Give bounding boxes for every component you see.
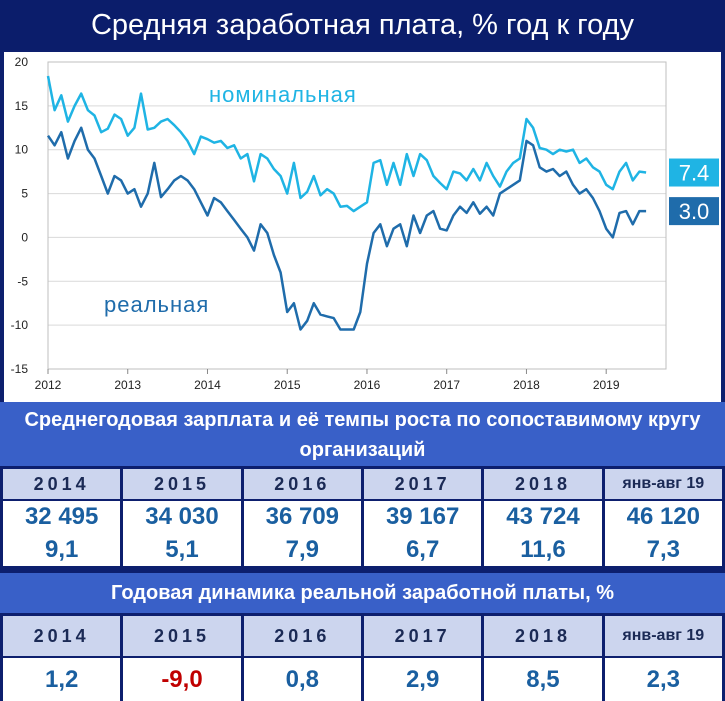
y-tick-label: 10 bbox=[15, 143, 29, 157]
table1-growth: 9,1 bbox=[3, 533, 121, 566]
table2-year: 2016 bbox=[243, 616, 361, 656]
table1-amount: 34 030 bbox=[123, 501, 241, 533]
table1-header: Среднегодовая зарплата и её темпы роста … bbox=[0, 402, 725, 466]
y-tick-label: -15 bbox=[11, 362, 29, 376]
y-tick-label: -5 bbox=[17, 274, 28, 288]
table1-growth-row: 9,1 5,1 7,9 6,7 11,6 7,3 bbox=[0, 533, 725, 566]
table2-value-negative: -9,0 bbox=[123, 658, 241, 701]
table1-growth: 7,9 bbox=[243, 533, 361, 566]
table1-amounts-row: 32 495 34 030 36 709 39 167 43 724 46 12… bbox=[0, 501, 725, 533]
table2-value: 8,5 bbox=[484, 658, 602, 701]
x-tick-label: 2016 bbox=[354, 378, 381, 392]
table2-value: 0,8 bbox=[243, 658, 361, 701]
table1-growth: 6,7 bbox=[363, 533, 482, 566]
x-tick-label: 2019 bbox=[593, 378, 620, 392]
table1-amount: 43 724 bbox=[484, 501, 602, 533]
table2-year: 2017 bbox=[363, 616, 482, 656]
table1-growth: 11,6 bbox=[484, 533, 602, 566]
table1-year: янв-авг 19 bbox=[604, 469, 722, 499]
table1-amount: 46 120 bbox=[604, 501, 722, 533]
x-tick-label: 2017 bbox=[433, 378, 460, 392]
page-title: Средняя заработная плата, % год к году bbox=[0, 0, 725, 50]
table2-year: 2014 bbox=[3, 616, 121, 656]
real-series-label: реальная bbox=[104, 292, 209, 317]
x-tick-label: 2014 bbox=[194, 378, 221, 392]
nominal-series-label: номинальная bbox=[209, 82, 357, 107]
x-tick-label: 2015 bbox=[274, 378, 301, 392]
y-tick-label: 15 bbox=[15, 99, 29, 113]
table1-amount: 36 709 bbox=[243, 501, 361, 533]
table1-years-row: 2014 2015 2016 2017 2018 янв-авг 19 bbox=[0, 469, 725, 499]
table1-amount: 39 167 bbox=[363, 501, 482, 533]
table2-years-row: 2014 2015 2016 2017 2018 янв-авг 19 bbox=[0, 616, 725, 656]
nominal-end-label-box bbox=[669, 158, 719, 187]
table1-amount: 32 495 bbox=[3, 501, 121, 533]
table2-year: 2015 bbox=[123, 616, 241, 656]
table2-year: 2018 bbox=[484, 616, 602, 656]
table2-values-row: 1,2 -9,0 0,8 2,9 8,5 2,3 bbox=[0, 658, 725, 701]
table1-year: 2018 bbox=[484, 469, 602, 499]
table1-year: 2017 bbox=[363, 469, 482, 499]
table1-year: 2016 bbox=[243, 469, 361, 499]
wage-growth-chart: 20 15 10 5 0 -5 -10 -15 2012 2013 2014 2015 2016 2017… bbox=[4, 52, 721, 402]
table1-growth: 7,3 bbox=[604, 533, 722, 566]
table2-value: 2,9 bbox=[363, 658, 482, 701]
y-tick-label: 20 bbox=[15, 55, 29, 69]
table1-year: 2015 bbox=[123, 469, 241, 499]
nominal-series-line bbox=[46, 75, 647, 213]
y-tick-label: 0 bbox=[21, 230, 28, 244]
table1-year: 2014 bbox=[3, 469, 121, 499]
plot-frame bbox=[47, 61, 667, 370]
real-series-line bbox=[46, 126, 647, 331]
table1-growth: 5,1 bbox=[123, 533, 241, 566]
x-tick-label: 2013 bbox=[114, 378, 141, 392]
x-tick-label: 2018 bbox=[513, 378, 540, 392]
nominal-end-label: 7.4 bbox=[679, 161, 710, 186]
table2-year: янв-авг 19 bbox=[604, 616, 722, 656]
x-tick-label: 2012 bbox=[35, 378, 62, 392]
real-end-label: 3.0 bbox=[679, 199, 710, 224]
y-tick-label: 5 bbox=[21, 187, 28, 201]
table2-header: Годовая динамика реальной заработной пла… bbox=[0, 573, 725, 613]
table2-value: 2,3 bbox=[604, 658, 722, 701]
real-end-label-box bbox=[669, 197, 719, 226]
table2-value: 1,2 bbox=[3, 658, 121, 701]
y-tick-label: -10 bbox=[11, 318, 29, 332]
